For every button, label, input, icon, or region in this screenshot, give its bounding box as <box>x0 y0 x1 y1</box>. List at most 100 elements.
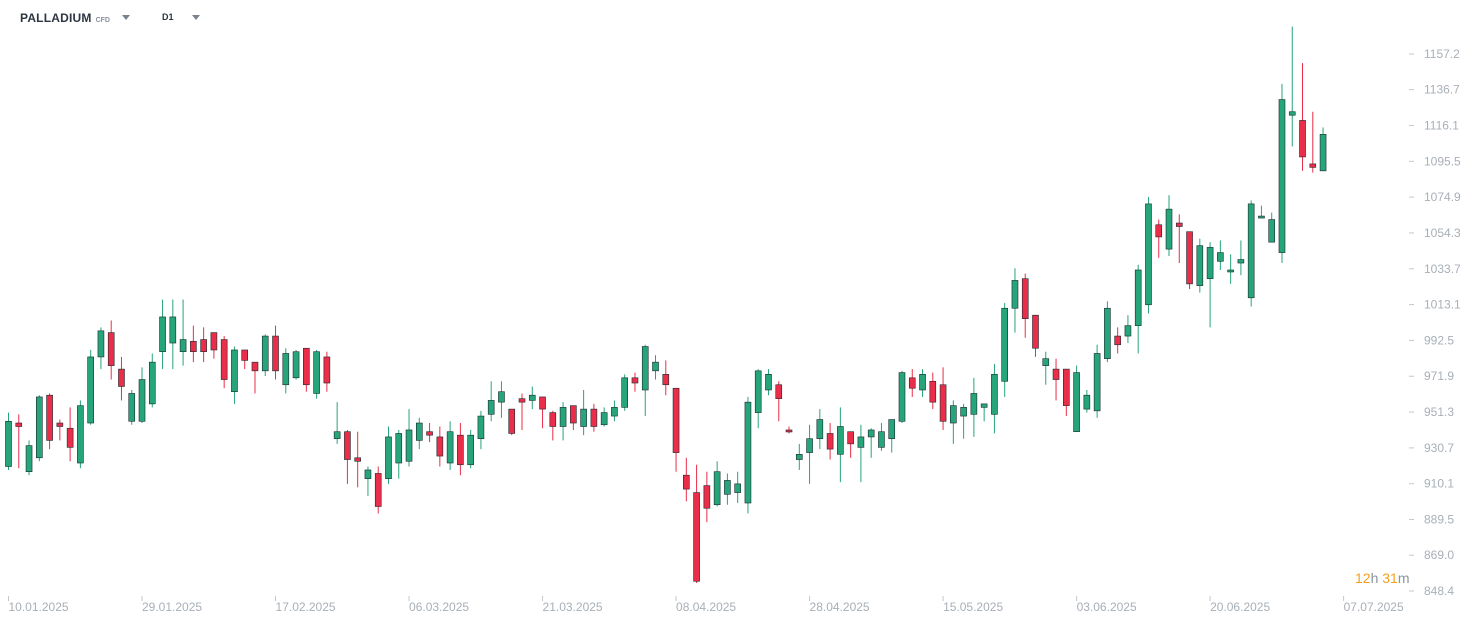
candle[interactable] <box>1217 240 1224 270</box>
candle[interactable] <box>1288 26 1296 147</box>
candle[interactable] <box>1237 240 1245 276</box>
candle[interactable] <box>1134 264 1142 354</box>
candle[interactable] <box>734 471 741 504</box>
candle[interactable] <box>1063 368 1070 417</box>
candle[interactable] <box>210 332 218 359</box>
candle[interactable] <box>1083 389 1091 413</box>
candle[interactable] <box>621 374 629 411</box>
candle[interactable] <box>1155 219 1163 258</box>
candle[interactable] <box>724 473 731 505</box>
candle[interactable] <box>1175 214 1183 264</box>
candle[interactable] <box>1299 63 1306 171</box>
candle[interactable] <box>66 407 74 462</box>
candle[interactable] <box>498 381 505 418</box>
candle[interactable] <box>241 349 249 370</box>
candle[interactable] <box>539 396 546 429</box>
candle[interactable] <box>1021 273 1029 338</box>
candle[interactable] <box>1032 314 1039 357</box>
candle[interactable] <box>220 336 228 389</box>
candle[interactable] <box>344 429 351 484</box>
candle[interactable] <box>867 428 875 458</box>
candle[interactable] <box>744 396 752 514</box>
candle[interactable] <box>570 405 577 430</box>
candle[interactable] <box>929 372 937 410</box>
candle[interactable] <box>1196 238 1204 293</box>
candle[interactable] <box>179 299 187 366</box>
candle[interactable] <box>56 419 64 441</box>
candle[interactable] <box>107 320 115 380</box>
candle[interactable] <box>25 440 33 476</box>
candle[interactable] <box>795 443 803 470</box>
candle[interactable] <box>77 400 84 469</box>
candle[interactable] <box>919 369 926 397</box>
candle[interactable] <box>261 334 269 377</box>
candle[interactable] <box>888 419 896 453</box>
candle[interactable] <box>611 400 618 422</box>
candle[interactable] <box>1227 254 1234 284</box>
candle[interactable] <box>1052 358 1060 401</box>
candle[interactable] <box>405 409 413 467</box>
candle[interactable] <box>672 387 680 472</box>
candle[interactable] <box>754 369 762 429</box>
candle[interactable] <box>190 325 197 363</box>
candle[interactable] <box>631 372 639 392</box>
candle[interactable] <box>991 363 998 434</box>
candle[interactable] <box>457 423 464 476</box>
candle[interactable] <box>1073 365 1080 433</box>
candle[interactable] <box>837 407 844 483</box>
candle[interactable] <box>878 423 885 451</box>
candle[interactable] <box>826 423 834 460</box>
candle[interactable] <box>1247 200 1255 307</box>
candle[interactable] <box>1093 344 1101 418</box>
candle[interactable] <box>272 325 279 380</box>
candle[interactable] <box>1114 327 1121 354</box>
candle[interactable] <box>169 299 177 370</box>
candle[interactable] <box>354 431 361 488</box>
candle[interactable] <box>313 349 320 399</box>
candle[interactable] <box>282 348 290 394</box>
candle[interactable] <box>467 429 474 469</box>
candle[interactable] <box>590 403 598 432</box>
candle[interactable] <box>1278 83 1286 264</box>
candle[interactable] <box>950 400 957 444</box>
candle[interactable] <box>87 349 94 425</box>
candle[interactable] <box>1309 111 1317 173</box>
candle[interactable] <box>508 408 516 436</box>
candle[interactable] <box>1011 268 1019 333</box>
candle[interactable] <box>857 424 865 483</box>
candle[interactable] <box>785 426 793 434</box>
candle[interactable] <box>1042 351 1050 385</box>
candle[interactable] <box>1104 301 1111 363</box>
candle[interactable] <box>395 429 403 479</box>
candle[interactable] <box>559 402 567 441</box>
candle[interactable] <box>118 356 125 401</box>
candle[interactable] <box>939 367 947 430</box>
candle[interactable] <box>5 412 12 470</box>
candle[interactable] <box>713 461 721 507</box>
candle[interactable] <box>960 403 967 439</box>
candle[interactable] <box>898 370 906 424</box>
candle[interactable] <box>15 414 23 469</box>
candle[interactable] <box>1268 212 1276 243</box>
candle[interactable] <box>652 355 659 380</box>
candle[interactable] <box>908 369 916 397</box>
candle[interactable] <box>1186 231 1193 290</box>
candle[interactable] <box>980 403 988 422</box>
candle[interactable] <box>374 466 382 514</box>
candle[interactable] <box>518 393 526 430</box>
candle[interactable] <box>683 457 690 502</box>
candle[interactable] <box>46 393 53 450</box>
candle[interactable] <box>816 409 824 450</box>
candle[interactable] <box>385 426 392 484</box>
candle[interactable] <box>128 389 136 425</box>
candle[interactable] <box>693 464 700 584</box>
candle[interactable] <box>1206 242 1214 328</box>
candle[interactable] <box>528 386 536 410</box>
candle[interactable] <box>323 351 331 392</box>
candle[interactable] <box>364 466 372 497</box>
candle[interactable] <box>159 299 166 370</box>
candle[interactable] <box>477 410 485 450</box>
candle[interactable] <box>806 424 813 484</box>
candle[interactable] <box>765 369 772 396</box>
candle[interactable] <box>1001 303 1008 397</box>
